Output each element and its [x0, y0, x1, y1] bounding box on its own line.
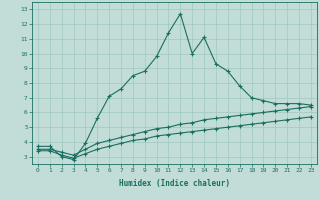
X-axis label: Humidex (Indice chaleur): Humidex (Indice chaleur): [119, 179, 230, 188]
